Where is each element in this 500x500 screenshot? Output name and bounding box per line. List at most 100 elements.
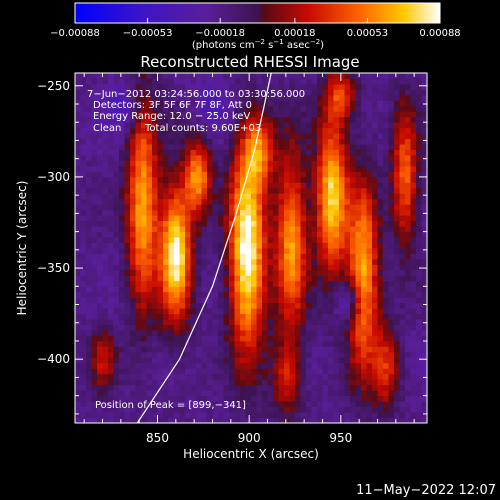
heatmap-cell (421, 286, 427, 293)
heatmap-cell (344, 138, 351, 145)
heatmap-cell (207, 280, 213, 287)
heatmap-cell (240, 248, 246, 254)
heatmap-cell (388, 351, 395, 358)
heatmap-cell (333, 248, 340, 254)
heatmap-cell (135, 346, 142, 353)
heatmap-cell (372, 253, 378, 260)
heatmap-cell (328, 368, 334, 375)
heatmap-cell (179, 242, 186, 249)
heatmap-cell (113, 78, 120, 85)
heatmap-cell (229, 286, 235, 293)
heatmap-cell (410, 237, 417, 243)
heatmap-cell (317, 242, 323, 249)
heatmap-cell (157, 362, 164, 369)
heatmap-cell (366, 215, 373, 222)
heatmap-cell (130, 215, 136, 222)
heatmap-cell (416, 100, 422, 107)
heatmap-cell (207, 133, 213, 140)
heatmap-cell (394, 269, 400, 276)
heatmap-cell (289, 138, 296, 145)
heatmap-cell (157, 73, 164, 79)
heatmap-cell (86, 149, 92, 156)
heatmap-cell (317, 335, 323, 342)
heatmap-cell (229, 297, 235, 304)
heatmap-cell (394, 395, 400, 402)
heatmap-cell (306, 182, 312, 189)
heatmap-cell (344, 401, 351, 407)
heatmap-cell (383, 100, 389, 107)
heatmap-cell (355, 242, 362, 249)
heatmap-cell (119, 237, 125, 243)
heatmap-cell (201, 242, 208, 249)
heatmap-cell (410, 94, 417, 101)
heatmap-cell (207, 237, 213, 243)
heatmap-cell (262, 286, 268, 293)
heatmap-cell (190, 319, 197, 325)
heatmap-cell (152, 226, 158, 232)
heatmap-cell (130, 253, 136, 260)
heatmap-cell (350, 111, 356, 118)
heatmap-cell (273, 297, 279, 304)
heatmap-cell (405, 412, 411, 418)
heatmap-cell (234, 406, 241, 413)
heatmap-cell (300, 237, 307, 243)
heatmap-cell (245, 324, 252, 331)
heatmap-cell (295, 226, 301, 232)
heatmap-cell (157, 187, 164, 194)
heatmap-cell (372, 395, 378, 402)
heatmap-cell (174, 83, 180, 90)
heatmap-cell (86, 346, 92, 353)
heatmap-cell (383, 395, 389, 402)
heatmap-cell (141, 280, 147, 287)
heatmap-cell (344, 357, 351, 364)
heatmap-cell (421, 193, 427, 200)
heatmap-cell (355, 204, 362, 211)
heatmap-cell (355, 297, 362, 304)
heatmap-cell (141, 204, 147, 211)
heatmap-cell (366, 373, 373, 380)
heatmap-cell (168, 182, 175, 189)
heatmap-cell (152, 417, 158, 423)
heatmap-cell (212, 340, 219, 347)
heatmap-cell (141, 275, 147, 282)
heatmap-cell (190, 302, 197, 309)
heatmap-cell (262, 198, 268, 205)
heatmap-cell (201, 198, 208, 205)
heatmap-cell (361, 133, 367, 140)
heatmap-cell (344, 297, 351, 304)
heatmap-cell (339, 171, 345, 178)
heatmap-cell (152, 127, 158, 134)
heatmap-cell (212, 138, 219, 145)
heatmap-cell (322, 231, 329, 238)
heatmap-cell (416, 324, 422, 331)
heatmap-cell (289, 264, 296, 271)
heatmap-cell (372, 209, 378, 216)
heatmap-cell (113, 116, 120, 123)
heatmap-cell (317, 340, 323, 347)
heatmap-cell (267, 302, 274, 309)
heatmap-cell (152, 297, 158, 304)
heatmap-cell (333, 406, 340, 413)
heatmap-cell (416, 204, 422, 211)
heatmap-cell (311, 83, 318, 90)
heatmap-cell (372, 401, 378, 407)
heatmap-cell (289, 182, 296, 189)
heatmap-cell (135, 401, 142, 407)
heatmap-cell (278, 412, 285, 418)
heatmap-cell (306, 100, 312, 107)
heatmap-cell (185, 357, 191, 364)
heatmap-cell (278, 187, 285, 194)
heatmap-cell (317, 373, 323, 380)
heatmap-cell (108, 122, 114, 129)
heatmap-cell (317, 116, 323, 123)
heatmap-cell (256, 215, 263, 222)
heatmap-cell (355, 258, 362, 265)
heatmap-cell (350, 215, 356, 222)
heatmap-cell (306, 149, 312, 156)
heatmap-cell (245, 155, 252, 161)
heatmap-cell (190, 308, 197, 315)
heatmap-cell (284, 89, 290, 96)
heatmap-cell (185, 149, 191, 156)
heatmap-cell (410, 368, 417, 375)
heatmap-cell (97, 144, 103, 150)
